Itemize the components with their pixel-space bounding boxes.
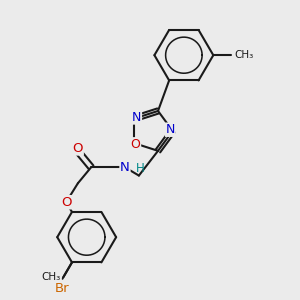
Text: N: N bbox=[166, 123, 175, 136]
Text: O: O bbox=[61, 196, 71, 209]
Text: N: N bbox=[132, 111, 141, 124]
Text: H: H bbox=[136, 162, 145, 175]
Text: CH₃: CH₃ bbox=[235, 50, 254, 60]
Text: O: O bbox=[130, 138, 140, 151]
Text: CH₃: CH₃ bbox=[42, 272, 61, 282]
Text: O: O bbox=[73, 142, 83, 155]
Text: N: N bbox=[120, 161, 130, 174]
Text: Br: Br bbox=[55, 282, 70, 295]
